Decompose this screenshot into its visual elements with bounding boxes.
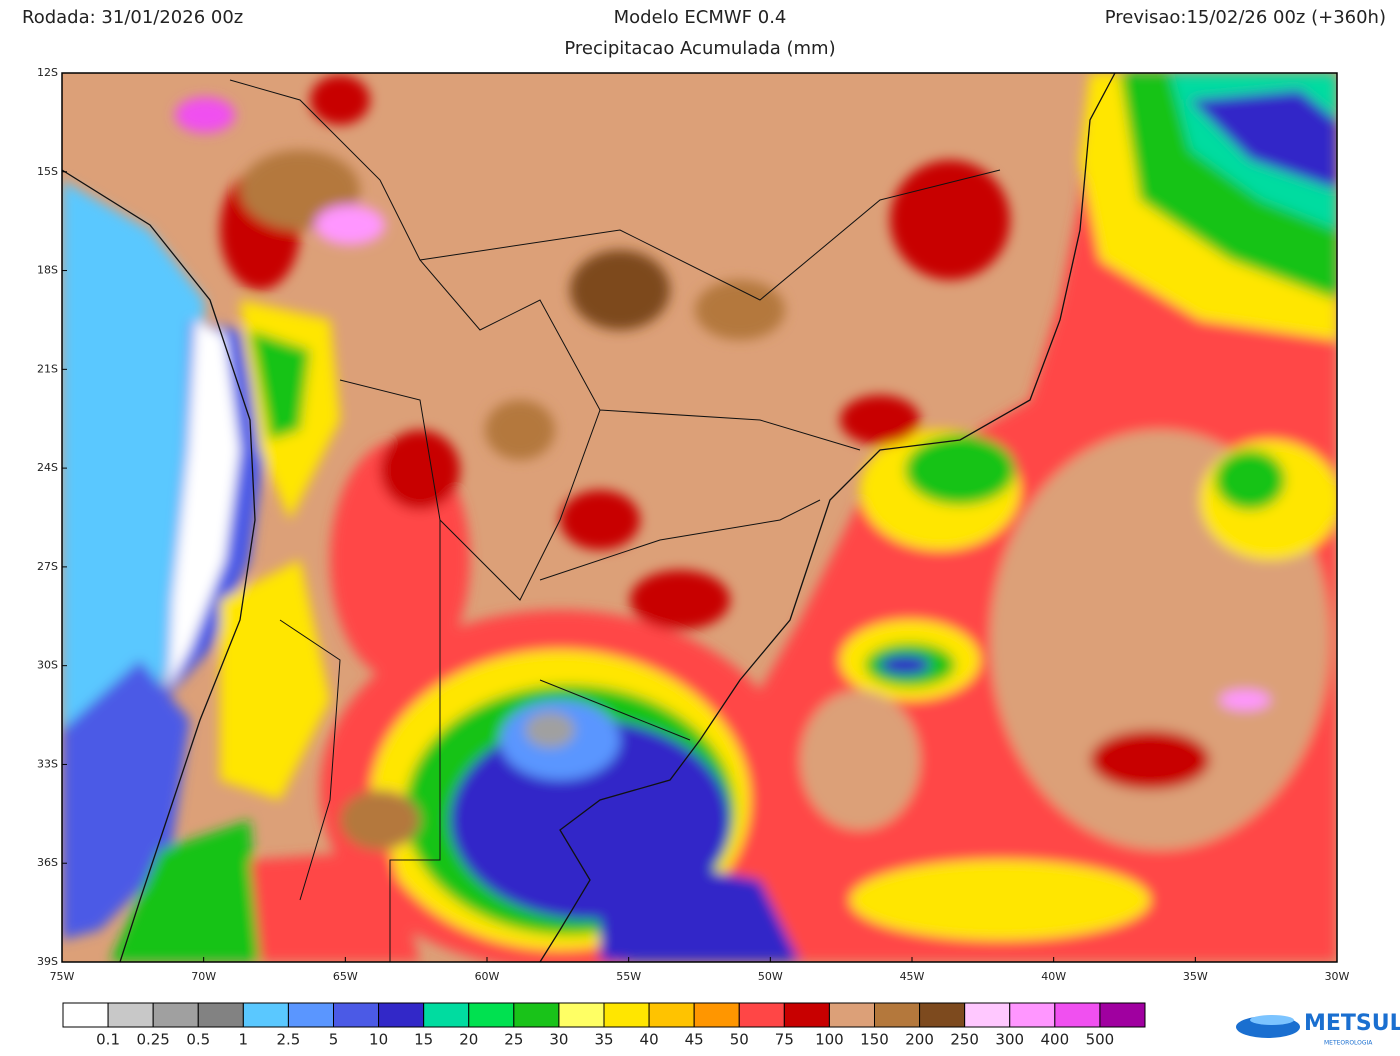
legend-swatch [1054, 1002, 1101, 1028]
legend-swatch [333, 1002, 380, 1028]
lat-label: 21S [37, 362, 58, 375]
legend-swatch [964, 1002, 1011, 1028]
model-label: Modelo ECMWF 0.4 [614, 7, 787, 28]
legend-label: 30 [549, 1031, 568, 1049]
legend-swatch [107, 1002, 154, 1028]
legend-swatch [919, 1002, 966, 1028]
lat-label: 27S [37, 560, 58, 573]
legend-label: 0.1 [96, 1031, 120, 1049]
legend-swatch [197, 1002, 244, 1028]
legend-swatch [603, 1002, 650, 1028]
lat-label: 39S [37, 955, 58, 968]
legend-label: 10 [369, 1031, 388, 1049]
lat-label: 30S [37, 659, 58, 672]
legend-swatch [828, 1002, 876, 1028]
legend-swatch [738, 1002, 785, 1028]
legend-label: 150 [860, 1031, 889, 1049]
lon-label: 35W [1183, 970, 1208, 983]
lon-label: 75W [50, 970, 75, 983]
legend-label: 2.5 [276, 1031, 300, 1049]
lon-label: 50W [758, 970, 783, 983]
lat-label: 24S [37, 461, 58, 474]
legend-label: 20 [459, 1031, 478, 1049]
lat-label: 15S [37, 165, 58, 178]
lat-label: 33S [37, 757, 58, 770]
legend-swatch [648, 1002, 695, 1028]
legend-swatch [242, 1002, 289, 1028]
subtitle: Precipitacao Acumulada (mm) [564, 38, 835, 59]
legend-swatch [783, 1002, 830, 1028]
run-label: Rodada: 31/01/2026 00z [22, 7, 243, 28]
legend-label: 75 [775, 1031, 794, 1049]
precip-map [62, 73, 1337, 962]
legend-swatch [152, 1002, 199, 1028]
lon-label: 30W [1325, 970, 1350, 983]
legend-label: 35 [594, 1031, 613, 1049]
lon-label: 45W [900, 970, 925, 983]
lat-label: 12S [37, 66, 58, 79]
legend-swatch [874, 1002, 921, 1028]
legend-swatch [62, 1002, 109, 1028]
legend-swatch [1099, 1002, 1146, 1028]
legend-label: 0.5 [186, 1031, 210, 1049]
lat-label: 18S [37, 264, 58, 277]
legend-label: 45 [685, 1031, 704, 1049]
lon-label: 60W [475, 970, 500, 983]
legend-label: 25 [504, 1031, 523, 1049]
legend-label: 5 [329, 1031, 339, 1049]
legend-swatch [423, 1002, 470, 1028]
lon-label: 55W [616, 970, 641, 983]
color-legend: 0.1 0.25 0.5 1 2.5 5 10 15 20 25 30 35 40 45 50 75 100 15… [62, 1002, 1146, 1049]
legend-label: 50 [730, 1031, 749, 1049]
lon-label: 65W [333, 970, 358, 983]
legend-label: 0.25 [136, 1031, 169, 1049]
logo-highlight [1250, 1015, 1294, 1025]
legend-swatch [378, 1002, 425, 1028]
legend-swatch [287, 1002, 334, 1028]
legend-label: 40 [640, 1031, 659, 1049]
map-axes: 12S 15S 18S 21S 24S 27S 30S 33S 36S 39S 75W 70W 65W 6… [37, 66, 1350, 983]
lon-label: 70W [191, 970, 216, 983]
legend-swatch [693, 1002, 740, 1028]
lat-label: 36S [37, 856, 58, 869]
legend-swatch [513, 1002, 560, 1028]
legend-swatch [1009, 1002, 1056, 1028]
map-frame [61, 72, 1338, 963]
lon-label: 40W [1041, 970, 1066, 983]
legend-swatch [558, 1002, 605, 1028]
legend-label: 100 [815, 1031, 844, 1049]
legend-label: 250 [950, 1031, 979, 1049]
legend-label: 400 [1041, 1031, 1070, 1049]
legend-label: 500 [1086, 1031, 1115, 1049]
legend-label: 1 [239, 1031, 249, 1049]
legend-label: 300 [995, 1031, 1024, 1049]
forecast-label: Previsao:15/02/26 00z (+360h) [1105, 7, 1386, 28]
legend-label: 200 [905, 1031, 934, 1049]
logo: METSUL METEOROLOGIA [1236, 1011, 1400, 1047]
logo-name: METSUL [1304, 1011, 1400, 1036]
legend-swatch [468, 1002, 515, 1028]
logo-tagline: METEOROLOGIA [1324, 1040, 1373, 1047]
legend-label: 15 [414, 1031, 433, 1049]
